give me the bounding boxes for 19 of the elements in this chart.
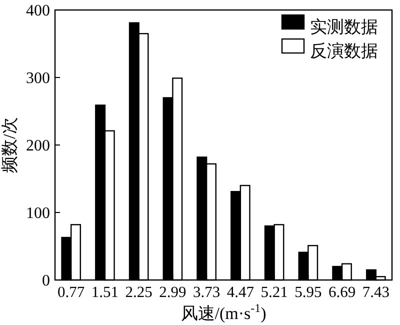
y-tick-label: 0 xyxy=(42,272,50,290)
y-tick-label: 100 xyxy=(26,205,50,222)
legend-label: 反演数据 xyxy=(310,42,378,61)
x-tick-label: 5.95 xyxy=(294,284,322,301)
x-tick-label: 2.25 xyxy=(125,284,153,301)
y-tick-label: 400 xyxy=(26,2,50,20)
x-tick-label: 2.99 xyxy=(159,284,187,301)
legend-label: 实测数据 xyxy=(310,18,378,37)
x-tick-label: 6.69 xyxy=(328,284,356,301)
y-axis-title: 频数/次 xyxy=(0,117,19,173)
x-tick-label: 7.43 xyxy=(362,284,390,301)
x-tick-label: 1.51 xyxy=(91,284,119,301)
y-tick-label: 200 xyxy=(26,138,50,155)
y-tick-label: 300 xyxy=(26,70,50,88)
x-tick-label: 0.77 xyxy=(58,284,85,301)
x-tick-label: 3.73 xyxy=(193,284,220,301)
x-tick-label: 5.21 xyxy=(260,284,288,301)
x-tick-label: 4.47 xyxy=(226,284,254,301)
x-axis-title: 风速/(m·s$^{-1}$) xyxy=(180,301,266,323)
